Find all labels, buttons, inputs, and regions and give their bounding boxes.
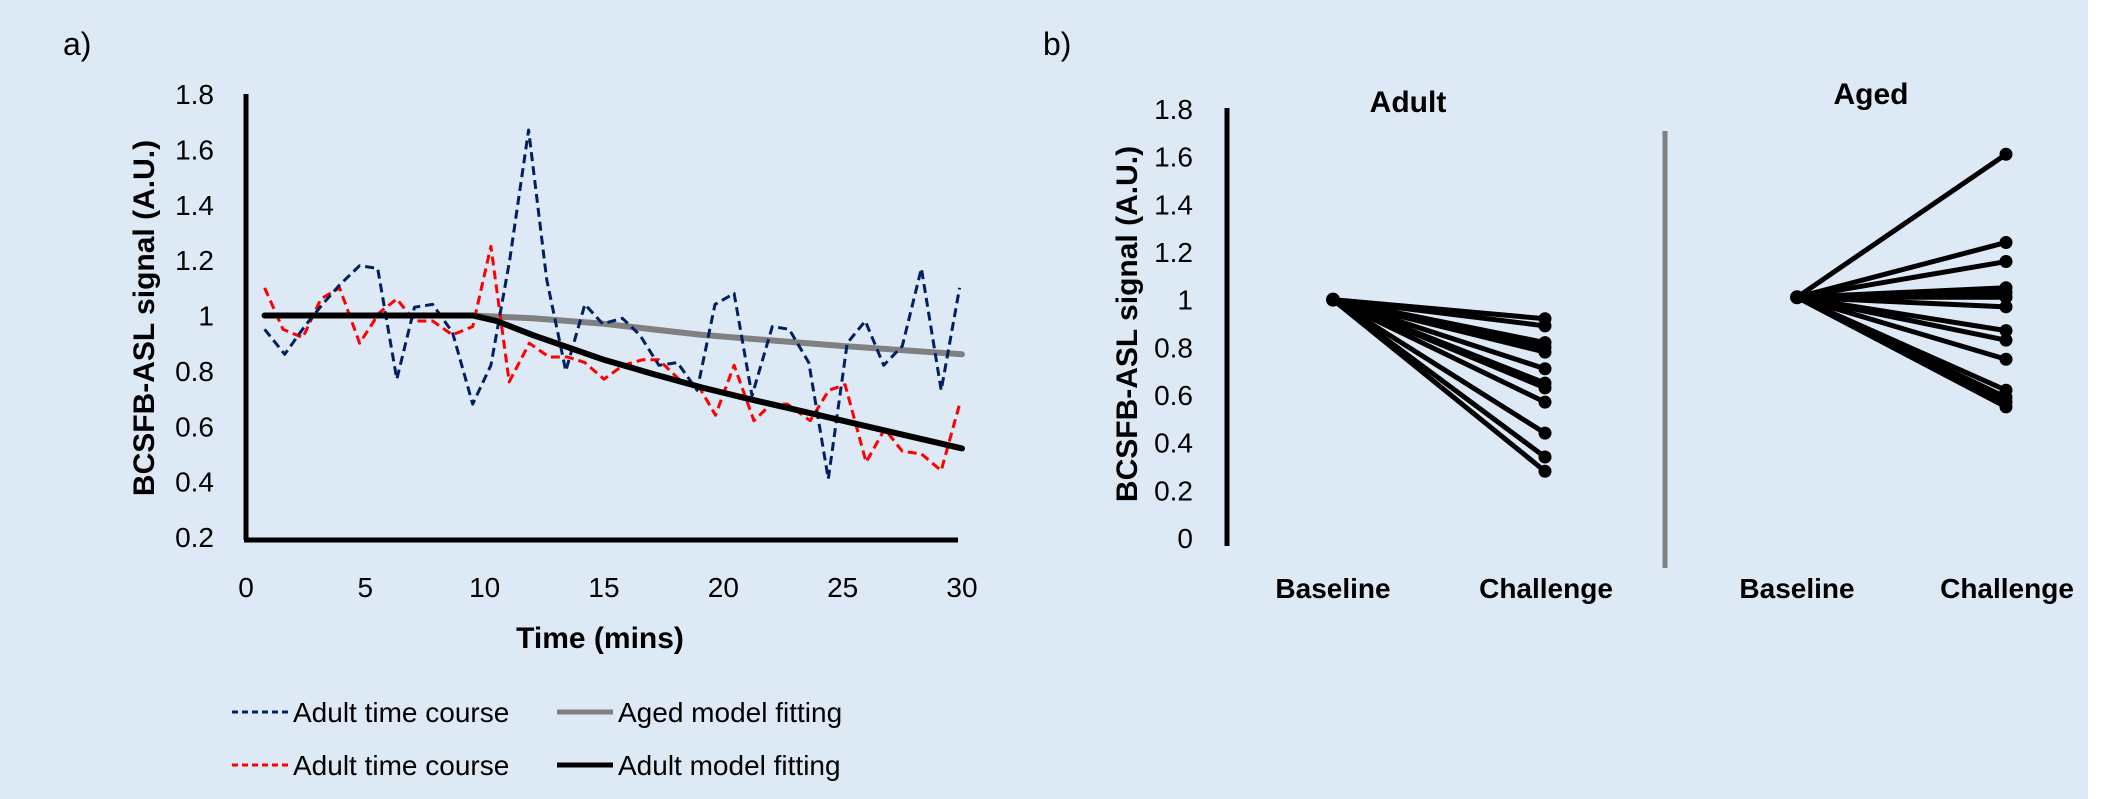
paired-line (1796, 294, 2007, 343)
paired-line (1331, 297, 1547, 405)
y-ticks-b: 0 0.2 0.4 0.6 0.8 1 1.2 1.4 1.6 1.8 (1154, 94, 1193, 554)
panel-label-a: a) (63, 26, 91, 62)
series-a (261, 128, 965, 481)
legend: Adult time course Aged model fitting Adu… (232, 697, 842, 781)
legend-item-aged-fit: Aged model fitting (557, 697, 842, 728)
category-label-adult-challenge: Challenge (1479, 573, 1613, 604)
challenge-point (1999, 352, 2013, 366)
y-tick-label-a: 0.8 (175, 356, 214, 387)
challenge-point (1538, 381, 1552, 395)
challenge-point (1999, 333, 2013, 347)
challenge-point (1538, 450, 1552, 464)
y-tick-label-a: 1 (198, 301, 214, 332)
legend-item-adult-fit: Adult model fitting (557, 750, 841, 781)
x-tick-label-a: 10 (469, 572, 500, 603)
paired-lines-b (1326, 147, 2013, 478)
y-tick-label-a: 1.4 (175, 190, 214, 221)
x-axis-title-a: Time (mins) (516, 622, 684, 655)
x-tick-label-a: 25 (827, 572, 858, 603)
series-line-blue-tc (263, 128, 962, 481)
paired-line (1795, 295, 2008, 410)
y-tick-label-b: 0 (1177, 523, 1193, 554)
y-tick-label-b: 0.2 (1154, 475, 1193, 506)
y-axis-title-b: BCSFB-ASL signal (A.U.) (1111, 146, 1144, 502)
group-title-aged: Aged (1834, 78, 1909, 111)
category-label-aged-challenge: Challenge (1940, 573, 2074, 604)
paired-line (1331, 297, 1547, 436)
paired-line (1332, 297, 1546, 355)
y-tick-label-b: 0.4 (1154, 428, 1193, 459)
challenge-point (1538, 395, 1552, 409)
x-tick-label-a: 0 (238, 572, 254, 603)
panel-label-b: b) (1043, 26, 1071, 62)
challenge-point (1538, 319, 1552, 333)
y-tick-label-a: 1.6 (175, 134, 214, 165)
paired-line (1796, 294, 2007, 362)
group-title-adult: Adult (1370, 86, 1447, 119)
challenge-point (1538, 426, 1552, 440)
y-tick-label-b: 1.8 (1154, 94, 1193, 125)
paired-line (1796, 294, 2007, 310)
y-tick-label-b: 1.4 (1154, 189, 1193, 220)
challenge-point (1999, 324, 2013, 338)
y-tick-label-b: 0.6 (1154, 380, 1193, 411)
y-ticks-a: 0.2 0.4 0.6 0.8 1 1.2 1.4 1.6 1.8 (175, 79, 214, 553)
y-tick-label-a: 0.2 (175, 522, 214, 553)
challenge-point (1999, 400, 2013, 414)
y-tick-label-a: 0.6 (175, 411, 214, 442)
paired-line (1796, 259, 2007, 300)
y-tick-label-b: 1 (1177, 285, 1193, 316)
legend-label-adult-fit: Adult model fitting (618, 750, 841, 781)
legend-label-aged-fit: Aged model fitting (618, 697, 842, 728)
category-label-adult-baseline: Baseline (1275, 573, 1390, 604)
challenge-point (1538, 362, 1552, 376)
category-label-aged-baseline: Baseline (1739, 573, 1854, 604)
legend-label-blue-time-course: Adult time course (293, 697, 509, 728)
y-axis-title-a: BCSFB-ASL signal (A.U.) (128, 140, 161, 496)
x-tick-label-a: 15 (588, 572, 619, 603)
x-tick-label-a: 5 (358, 572, 374, 603)
challenge-point (1538, 345, 1552, 359)
y-tick-label-b: 1.6 (1154, 142, 1193, 173)
challenge-point (1999, 290, 2013, 304)
legend-label-red-time-course: Adult time course (293, 750, 509, 781)
baseline-point (1790, 290, 1804, 305)
legend-item-blue-time-course: Adult time course (232, 697, 509, 728)
paired-line (1332, 297, 1546, 329)
y-tick-label-a: 1.8 (175, 79, 214, 110)
challenge-point (1538, 464, 1552, 478)
legend-item-red-time-course: Adult time course (232, 750, 509, 781)
paired-line (1795, 152, 2008, 300)
x-tick-label-a: 20 (708, 572, 739, 603)
x-ticks-a: 0 5 10 15 20 25 30 (238, 572, 977, 603)
group-adult (1326, 292, 1552, 478)
chart-b: BCSFB-ASL signal (A.U.) 0 0.2 0.4 0.6 0.8 1 1.… (1111, 78, 2074, 604)
group-aged (1790, 147, 2013, 414)
series-line-adult-fit (261, 312, 965, 452)
challenge-point (1999, 147, 2013, 161)
paired-line (1796, 240, 2007, 300)
chart-a: BCSFB-ASL signal (A.U.) Time (mins) 0.20… (128, 79, 978, 781)
paired-line (1331, 297, 1547, 474)
y-tick-label-a: 1.2 (175, 245, 214, 276)
challenge-point (1999, 255, 2013, 269)
challenge-point (1999, 300, 2013, 314)
x-tick-label-a: 30 (946, 572, 977, 603)
challenge-point (1999, 235, 2013, 249)
baseline-point (1326, 292, 1340, 307)
y-tick-label-a: 0.4 (175, 467, 214, 498)
y-tick-label-b: 1.2 (1154, 237, 1193, 268)
series-line-red-tc (263, 244, 962, 473)
y-tick-label-b: 0.8 (1154, 332, 1193, 363)
